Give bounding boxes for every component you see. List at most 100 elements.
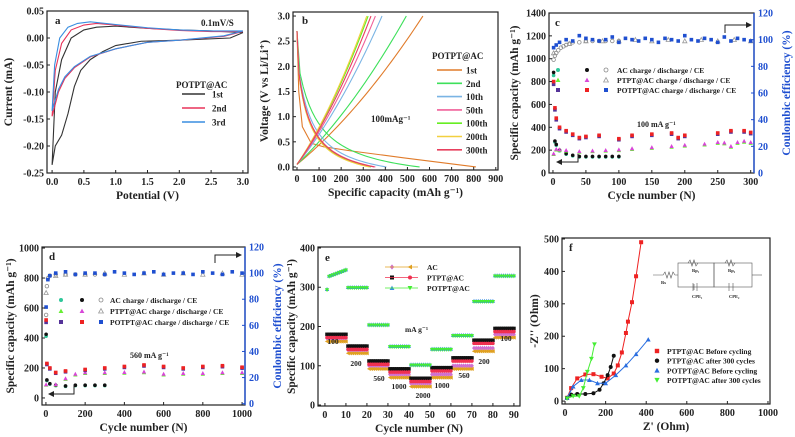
impedance-point: [591, 372, 596, 377]
rate-point: [423, 384, 428, 389]
rate-point: [387, 375, 392, 380]
x-tick-label: 300: [356, 174, 371, 185]
ce-point: [43, 312, 49, 318]
x-tick-label: 800: [195, 409, 210, 420]
x-tick-label: 600: [679, 408, 694, 419]
rate-point: [474, 338, 478, 343]
plot-area: [324, 267, 517, 389]
rate-point: [452, 366, 457, 372]
discharge-point: [200, 371, 205, 376]
discharge-point: [650, 132, 654, 136]
x-tick-label: 300: [743, 177, 758, 188]
y-tick-label: 100: [300, 361, 315, 372]
ce-point: [681, 38, 688, 44]
discharge-point: [590, 148, 595, 153]
discharge-curve-1st: [296, 31, 476, 168]
ce-point: [210, 271, 215, 275]
discharge-point: [557, 147, 562, 152]
rate-label: 2000: [416, 391, 431, 400]
rate-point: [459, 356, 464, 360]
arrow-head: [48, 391, 54, 397]
rate-point: [484, 338, 489, 343]
legend-marker: [603, 67, 609, 73]
rate-point: [469, 366, 474, 372]
rate-point: [344, 335, 348, 340]
legend-label: 2nd: [212, 104, 227, 114]
ce-point: [557, 40, 562, 45]
legend-label: PTPT@AC charge / discharge / CE: [110, 307, 223, 316]
legend-label: 1st: [212, 90, 223, 100]
rate-point: [347, 351, 352, 356]
rate-point: [432, 372, 437, 377]
inset-label: Rp₁: [692, 268, 700, 273]
ce-point: [46, 277, 50, 282]
panel-b: 0 100 200 300 400 500 600 700 800 900 0.0 0.5 1.0 1.5…: [259, 11, 503, 199]
rate-point: [386, 359, 390, 363]
ce-point: [191, 272, 195, 277]
rate-point: [430, 365, 434, 370]
fit-line: [566, 339, 649, 399]
discharge-point: [741, 138, 747, 143]
legend-label: AC charge / discharge / CE: [617, 66, 704, 75]
rate-point: [490, 349, 495, 354]
y-axis-label: -Z'' (Ohm): [529, 294, 541, 348]
discharge-point: [729, 128, 733, 133]
rate-point: [358, 351, 363, 356]
y2-tick-label: 40: [758, 115, 768, 126]
rate-point: [342, 332, 346, 337]
legend-label: POTPT@AC charge / discharge / CE: [110, 318, 229, 327]
discharge-point: [554, 142, 559, 147]
ce-point: [564, 37, 568, 42]
rate-point: [484, 349, 489, 354]
plot-area: [564, 240, 651, 401]
impedance-point: [580, 386, 586, 391]
x-tick-label: 1.0: [109, 177, 122, 188]
rate-point: [324, 339, 329, 344]
discharge-point: [616, 147, 622, 152]
y-tick-label: 0.00: [27, 34, 45, 45]
x-tick-label: 10: [341, 410, 351, 421]
rate-point: [368, 366, 373, 372]
x-tick-label: 800: [720, 408, 735, 419]
ce-point: [584, 36, 588, 41]
x-tick-label: 0: [550, 177, 555, 188]
y-axis-label: Specific capacity (mAh g⁻¹): [286, 259, 298, 394]
rate-point: [511, 332, 516, 337]
rate-point: [346, 344, 350, 348]
rate-point: [436, 372, 441, 377]
x-tick-label: 80: [488, 410, 498, 421]
x-tick-label: 70: [467, 410, 477, 421]
rate-point: [501, 335, 506, 340]
left-axis-arrow: [560, 154, 579, 163]
ce-point: [201, 270, 205, 274]
ce-point: [656, 40, 661, 45]
y-tick-label: 100: [544, 364, 559, 375]
rate-point: [476, 338, 481, 343]
rate-point: [497, 332, 502, 337]
legend-label: 100th: [466, 119, 488, 129]
discharge-curve-200th: [296, 31, 370, 168]
discharge-point: [577, 135, 582, 140]
charge-curve-1st: [296, 15, 424, 165]
discharge-point: [44, 318, 48, 322]
rate-point: [474, 345, 479, 351]
plot-area: [550, 33, 754, 159]
rate-point: [476, 349, 481, 354]
ce-point: [161, 272, 166, 277]
x-tick-label: 100: [312, 174, 327, 185]
rate-point: [459, 363, 464, 369]
rate-point: [344, 332, 348, 337]
discharge-point: [102, 366, 107, 370]
rate-point: [423, 381, 428, 386]
rate-point: [352, 351, 357, 356]
panel-letter: b: [302, 15, 308, 27]
rate-point: [507, 332, 512, 337]
y-tick-label: -0.25: [23, 169, 44, 180]
rate-point: [455, 356, 460, 360]
legend-marker: [654, 358, 660, 363]
discharge-point: [570, 153, 575, 158]
y2-tick-label: 20: [758, 142, 768, 153]
legend-marker: [604, 88, 608, 92]
ce-point: [731, 36, 738, 42]
discharge-point: [748, 139, 753, 144]
